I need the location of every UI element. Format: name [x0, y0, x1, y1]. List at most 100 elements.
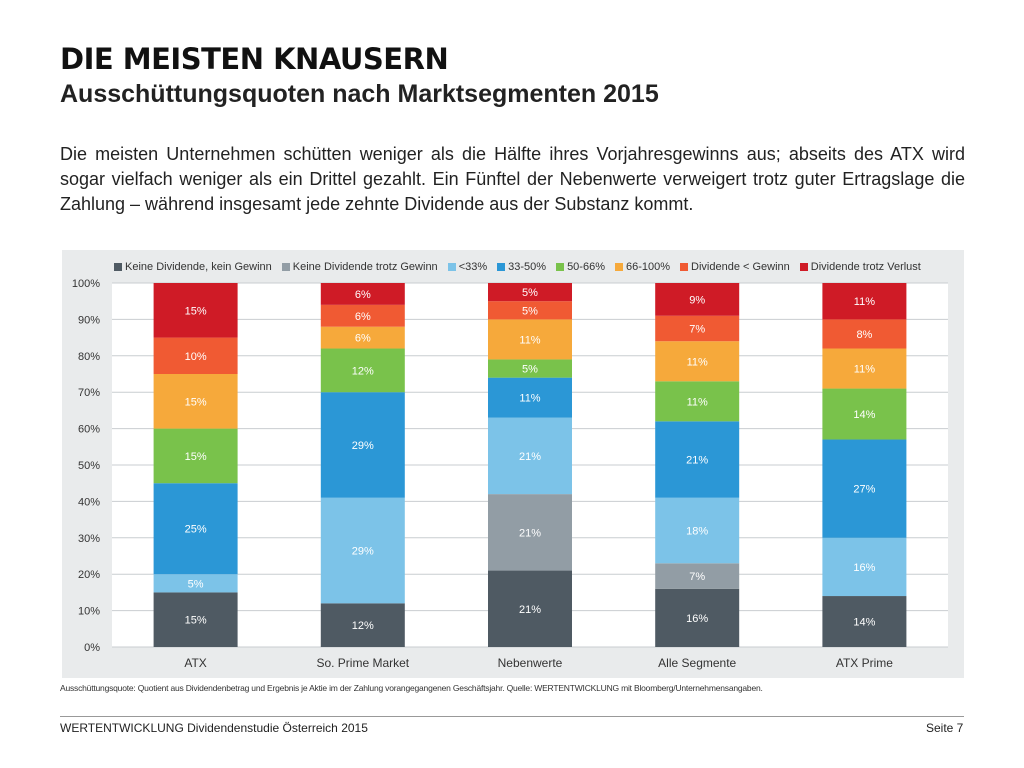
y-tick-label: 50%: [78, 460, 100, 472]
page-title: DIE MEISTEN KNAUSERN: [60, 42, 449, 76]
legend-item: Dividende < Gewinn: [680, 261, 790, 273]
y-tick-label: 70%: [78, 387, 100, 399]
data-label: 15%: [185, 396, 207, 408]
bar-segment: [153, 483, 238, 575]
data-label: 7%: [689, 571, 705, 583]
data-label: 11%: [687, 356, 708, 368]
legend-swatch: [799, 263, 808, 271]
bar-segment: [488, 494, 572, 571]
legend-swatch: [114, 263, 122, 271]
bar-segment: [488, 283, 572, 302]
x-tick-label: ATX Prime: [836, 656, 893, 670]
y-tick-label: 60%: [78, 424, 100, 436]
bar-segment: [153, 374, 238, 429]
data-label: 25%: [185, 524, 207, 536]
bar-segment: [320, 304, 405, 327]
bar-segment: [655, 283, 740, 316]
data-label: 5%: [522, 364, 538, 376]
footer-divider: [60, 716, 964, 717]
data-label: 21%: [519, 604, 541, 616]
legend-item: 50-66%: [556, 261, 605, 273]
data-label: 12%: [352, 620, 374, 632]
data-label: 7%: [689, 324, 705, 336]
data-label: 21%: [519, 527, 541, 539]
y-tick-label: 90%: [78, 314, 100, 326]
bar-segment: [655, 381, 740, 422]
bar-segment: [488, 570, 572, 647]
bar-segment: [655, 588, 740, 647]
legend-label: Keine Dividende trotz Gewinn: [292, 261, 438, 273]
data-label: 11%: [519, 334, 540, 346]
data-label: 14%: [853, 617, 875, 629]
data-label: 21%: [519, 451, 541, 463]
bar-segment: [822, 388, 907, 440]
legend-swatch: [680, 263, 689, 271]
bar-segment: [822, 596, 907, 647]
data-label: 6%: [355, 311, 371, 323]
chart-legend: Keine Dividende, kein Gewinn Keine Divide…: [114, 261, 921, 273]
bar-segment: [320, 348, 405, 393]
data-label: 29%: [352, 546, 374, 558]
data-label: 6%: [355, 333, 371, 345]
chart-footnote: Ausschüttungsquote: Quotient aus Dividen…: [60, 683, 763, 693]
legend-swatch: [281, 263, 290, 271]
legend-label: 66-100%: [625, 261, 671, 273]
bar-segment: [822, 439, 907, 538]
data-label: 16%: [686, 613, 708, 625]
bar-segment: [153, 428, 238, 484]
data-label: 18%: [686, 526, 708, 538]
legend-label: Dividende trotz Verlust: [810, 261, 921, 273]
data-label: 15%: [185, 305, 207, 317]
data-label: 8%: [856, 329, 872, 341]
intro-paragraph: Die meisten Unternehmen schütten weniger…: [60, 144, 965, 214]
legend-label: 33-50%: [508, 261, 547, 273]
bar-segment: [320, 392, 405, 498]
y-tick-label: 10%: [78, 606, 100, 618]
bar-segment: [153, 574, 238, 593]
legend-item: Dividende trotz Verlust: [799, 261, 921, 273]
data-label: 5%: [522, 305, 538, 317]
legend-swatch: [447, 263, 456, 271]
bar-segment: [655, 315, 740, 342]
data-label: 27%: [853, 484, 875, 496]
bar-segment: [655, 421, 740, 498]
data-label: 11%: [519, 393, 540, 405]
data-label: 6%: [355, 289, 371, 301]
bar-segment: [822, 283, 907, 320]
legend-item: <33%: [447, 261, 488, 273]
y-tick-label: 80%: [78, 351, 100, 363]
legend-item: 66-100%: [614, 261, 671, 273]
data-label: 29%: [352, 440, 374, 452]
bar-segment: [655, 497, 740, 564]
legend-swatch: [556, 263, 565, 271]
bar-segment: [488, 417, 572, 495]
legend-label: Dividende < Gewinn: [691, 261, 790, 273]
bar-segment: [655, 341, 740, 382]
data-label: 21%: [686, 455, 708, 467]
bar-segment: [320, 603, 405, 647]
legend-item: Keine Dividende trotz Gewinn: [281, 261, 438, 273]
y-tick-label: 40%: [78, 496, 100, 508]
data-label: 5%: [188, 578, 204, 590]
y-tick-label: 0%: [84, 642, 100, 654]
data-label: 16%: [853, 562, 875, 574]
bar-segment: [320, 497, 405, 604]
legend-swatch: [614, 263, 623, 271]
x-tick-label: So. Prime Market: [316, 656, 409, 670]
legend-label: Keine Dividende, kein Gewinn: [125, 261, 272, 273]
data-label: 14%: [853, 409, 875, 421]
x-tick-label: Nebenwerte: [498, 656, 563, 670]
footer-publication: WERTENTWICKLUNG Dividendenstudie Österre…: [60, 721, 368, 735]
legend-label: <33%: [458, 261, 488, 273]
data-label: 15%: [185, 451, 207, 463]
bar-segment: [488, 377, 572, 418]
bar-segment: [320, 283, 405, 305]
data-label: 12%: [352, 365, 374, 377]
page-subtitle: Ausschüttungsquoten nach Marktsegmenten …: [60, 80, 659, 108]
bar-segment: [153, 337, 238, 374]
x-tick-label: Alle Segmente: [658, 656, 736, 670]
legend-label: 50-66%: [567, 261, 605, 273]
data-label: 11%: [687, 396, 708, 408]
data-label: 10%: [185, 351, 207, 363]
